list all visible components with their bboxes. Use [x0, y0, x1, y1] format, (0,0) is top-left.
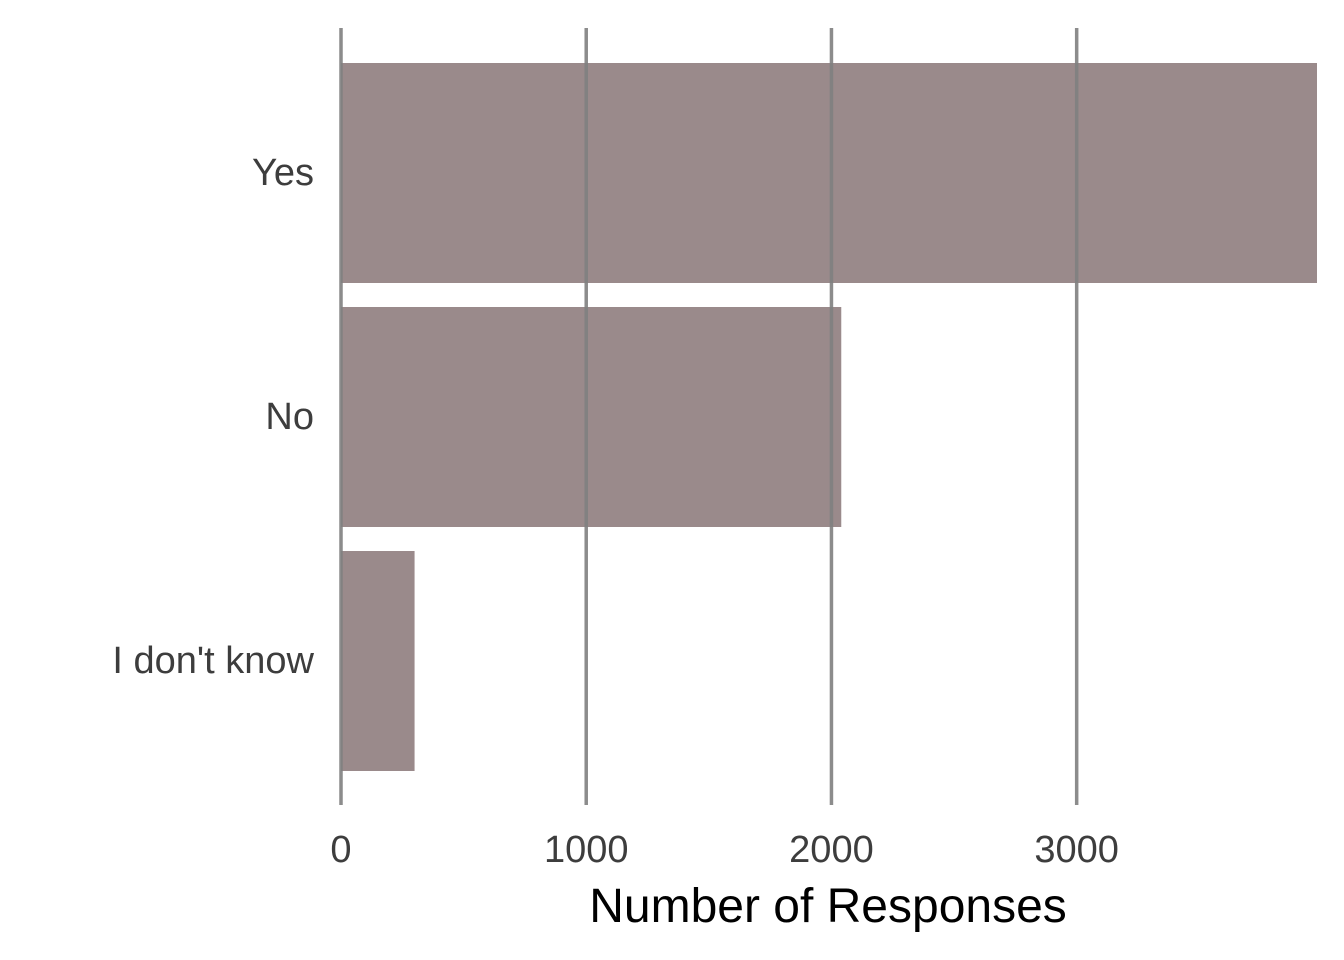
y-tick-label: Yes [252, 152, 314, 194]
x-tick-label: 1000 [544, 829, 629, 871]
x-axis-labels: 0 1000 2000 3000 [330, 829, 1119, 871]
bars-layer [341, 63, 1317, 771]
x-axis-title: Number of Responses [589, 880, 1067, 933]
x-tick-label: 2000 [789, 829, 874, 871]
y-axis-labels: Yes No I don't know [112, 152, 314, 682]
bar-yes [341, 63, 1317, 283]
bar-i-don-t-know [341, 551, 415, 771]
x-tick-label: 0 [330, 829, 351, 871]
x-tick-label: 3000 [1034, 829, 1119, 871]
y-tick-label: No [265, 396, 314, 438]
gridlines [339, 28, 1079, 805]
y-tick-label: I don't know [112, 640, 314, 682]
bar-no [341, 307, 842, 527]
